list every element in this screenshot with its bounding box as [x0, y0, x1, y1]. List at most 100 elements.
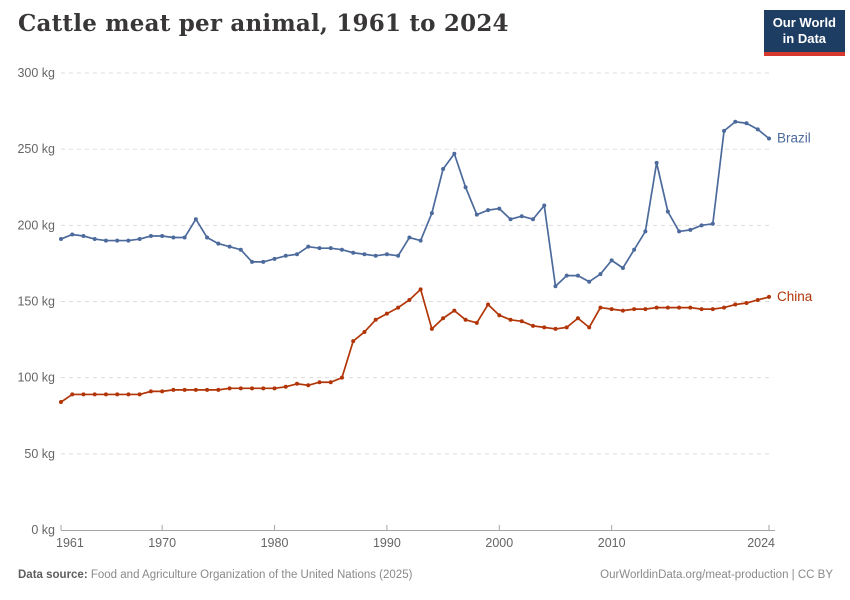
- data-point-china-1975[interactable]: [216, 387, 221, 392]
- data-point-china-2002[interactable]: [519, 319, 524, 324]
- data-point-china-2024[interactable]: [767, 294, 771, 299]
- data-point-china-2005[interactable]: [553, 326, 558, 331]
- data-point-brazil-2001[interactable]: [508, 217, 513, 222]
- footer-link[interactable]: OurWorldinData.org/meat-production | CC …: [600, 569, 833, 581]
- data-point-brazil-1962[interactable]: [70, 232, 75, 237]
- data-point-china-2011[interactable]: [620, 308, 625, 313]
- data-point-brazil-1970[interactable]: [160, 233, 165, 238]
- data-point-brazil-1986[interactable]: [339, 247, 344, 252]
- data-point-brazil-1996[interactable]: [452, 151, 457, 156]
- data-point-brazil-2020[interactable]: [722, 128, 727, 133]
- data-point-china-1967[interactable]: [126, 392, 131, 397]
- data-point-brazil-1988[interactable]: [362, 252, 367, 257]
- data-point-brazil-1990[interactable]: [384, 252, 389, 257]
- data-point-brazil-1989[interactable]: [373, 253, 378, 258]
- data-point-china-1993[interactable]: [418, 287, 423, 292]
- data-point-brazil-2021[interactable]: [733, 119, 738, 124]
- data-point-brazil-1983[interactable]: [306, 244, 311, 249]
- data-point-brazil-2011[interactable]: [620, 265, 625, 270]
- data-point-brazil-1998[interactable]: [474, 212, 479, 217]
- data-point-china-1984[interactable]: [317, 380, 322, 385]
- data-point-china-1988[interactable]: [362, 329, 367, 334]
- data-point-brazil-2000[interactable]: [497, 206, 502, 211]
- data-point-brazil-1967[interactable]: [126, 238, 131, 243]
- data-point-brazil-2007[interactable]: [575, 273, 580, 278]
- data-point-brazil-1976[interactable]: [227, 244, 232, 249]
- data-point-china-1971[interactable]: [171, 387, 176, 392]
- data-point-china-1983[interactable]: [306, 383, 311, 388]
- data-point-brazil-1972[interactable]: [182, 235, 187, 240]
- data-point-china-2004[interactable]: [542, 325, 547, 330]
- data-point-brazil-1963[interactable]: [81, 233, 86, 238]
- data-point-china-1987[interactable]: [351, 339, 356, 344]
- data-point-brazil-1982[interactable]: [295, 252, 299, 257]
- data-point-china-2021[interactable]: [733, 302, 738, 307]
- data-point-china-2015[interactable]: [665, 305, 670, 310]
- data-point-china-2009[interactable]: [598, 305, 603, 310]
- data-point-brazil-1974[interactable]: [205, 235, 210, 240]
- data-point-brazil-2022[interactable]: [744, 121, 749, 126]
- data-point-china-1968[interactable]: [137, 392, 142, 397]
- data-point-brazil-2018[interactable]: [699, 223, 704, 228]
- data-point-china-2006[interactable]: [564, 325, 569, 330]
- data-point-brazil-2015[interactable]: [665, 209, 670, 214]
- data-point-brazil-1994[interactable]: [429, 211, 434, 216]
- data-point-china-1961[interactable]: [59, 400, 63, 405]
- data-point-brazil-1993[interactable]: [418, 238, 423, 243]
- data-point-china-2001[interactable]: [508, 317, 513, 322]
- data-point-china-1996[interactable]: [452, 308, 457, 313]
- data-point-china-1978[interactable]: [250, 386, 255, 391]
- series-line-brazil[interactable]: [60, 120, 770, 288]
- data-point-china-2020[interactable]: [722, 305, 727, 310]
- series-label-brazil[interactable]: Brazil: [777, 131, 811, 146]
- data-point-brazil-2006[interactable]: [564, 273, 569, 278]
- data-point-brazil-1978[interactable]: [250, 259, 255, 264]
- data-point-brazil-2010[interactable]: [609, 258, 614, 263]
- data-point-brazil-1987[interactable]: [351, 250, 356, 255]
- data-point-china-2012[interactable]: [632, 307, 637, 312]
- data-point-china-1992[interactable]: [407, 297, 412, 302]
- data-point-brazil-1975[interactable]: [216, 241, 221, 246]
- data-point-china-1986[interactable]: [339, 375, 344, 380]
- owid-logo[interactable]: Our World in Data: [763, 10, 845, 56]
- data-point-brazil-1999[interactable]: [486, 208, 491, 213]
- data-point-brazil-2017[interactable]: [688, 227, 693, 232]
- data-point-china-1973[interactable]: [193, 387, 198, 392]
- data-point-china-1997[interactable]: [463, 317, 468, 322]
- data-point-china-2000[interactable]: [497, 313, 502, 318]
- data-point-brazil-1971[interactable]: [171, 235, 176, 240]
- data-point-brazil-2012[interactable]: [632, 247, 637, 252]
- data-point-china-1972[interactable]: [182, 387, 187, 392]
- data-point-brazil-2005[interactable]: [553, 284, 558, 289]
- data-point-brazil-2002[interactable]: [519, 214, 524, 219]
- data-point-brazil-1969[interactable]: [148, 233, 153, 238]
- data-point-china-2013[interactable]: [643, 307, 648, 312]
- data-point-china-2008[interactable]: [587, 325, 592, 330]
- data-point-brazil-1991[interactable]: [396, 253, 401, 258]
- data-point-brazil-2023[interactable]: [755, 127, 760, 132]
- data-point-china-1974[interactable]: [205, 387, 210, 392]
- data-point-china-1969[interactable]: [148, 389, 153, 394]
- data-point-china-1977[interactable]: [238, 386, 243, 391]
- data-point-brazil-1981[interactable]: [283, 253, 288, 258]
- data-point-china-1976[interactable]: [227, 386, 232, 391]
- data-point-china-1995[interactable]: [441, 316, 446, 321]
- data-point-brazil-1980[interactable]: [272, 256, 277, 261]
- data-point-brazil-1979[interactable]: [261, 259, 266, 264]
- series-line-china[interactable]: [60, 288, 770, 403]
- data-point-brazil-1995[interactable]: [441, 166, 446, 171]
- data-point-brazil-1965[interactable]: [103, 238, 108, 243]
- data-point-china-1963[interactable]: [81, 392, 86, 397]
- data-point-brazil-2019[interactable]: [710, 221, 715, 226]
- data-point-brazil-1977[interactable]: [238, 247, 243, 252]
- data-point-brazil-1968[interactable]: [137, 237, 142, 242]
- data-point-brazil-2003[interactable]: [531, 217, 535, 222]
- data-point-china-1964[interactable]: [92, 392, 97, 397]
- data-point-china-1979[interactable]: [261, 386, 266, 391]
- data-point-brazil-1964[interactable]: [92, 237, 97, 242]
- data-point-china-2017[interactable]: [688, 305, 693, 310]
- data-point-brazil-1973[interactable]: [193, 217, 198, 222]
- data-point-brazil-1984[interactable]: [317, 246, 322, 251]
- data-point-china-1994[interactable]: [429, 326, 434, 331]
- data-point-china-1990[interactable]: [384, 311, 389, 316]
